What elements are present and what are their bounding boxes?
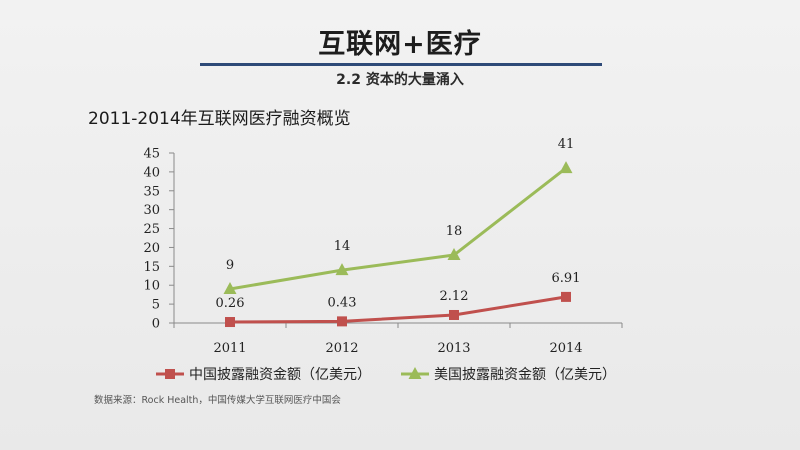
chart-series: 0.26 0.43 2.12 6.91 9 14 18 41 bbox=[216, 137, 581, 328]
chart-legend: 中国披露融资金额（亿美元） 美国披露融资金额（亿美元） bbox=[156, 367, 616, 383]
data-label: 6.91 bbox=[552, 271, 581, 286]
y-tick-label: 40 bbox=[143, 165, 160, 180]
data-point bbox=[561, 291, 571, 302]
data-label: 2.12 bbox=[440, 289, 469, 304]
x-tick-label: 2011 bbox=[213, 341, 246, 356]
data-point bbox=[449, 309, 459, 320]
series-line bbox=[229, 166, 567, 291]
y-tick-label: 20 bbox=[143, 241, 160, 256]
series-china: 0.26 0.43 2.12 6.91 bbox=[216, 271, 581, 328]
data-point bbox=[223, 282, 237, 294]
title-underline bbox=[200, 63, 602, 66]
series-line bbox=[229, 295, 567, 324]
data-label: 14 bbox=[334, 239, 351, 254]
data-source-note: 数据来源：Rock Health，中国传媒大学互联网医疗中国会 bbox=[94, 395, 341, 406]
x-tick-label: 2013 bbox=[437, 341, 470, 356]
y-tick-label: 25 bbox=[143, 222, 160, 237]
y-tick-labels: 0 5 10 15 20 25 30 35 40 45 bbox=[143, 147, 174, 332]
data-point bbox=[337, 316, 347, 327]
series-usa: 9 14 18 41 bbox=[223, 137, 575, 294]
y-tick-label: 0 bbox=[152, 317, 160, 332]
y-tick-label: 45 bbox=[143, 147, 160, 162]
x-tick-label: 2012 bbox=[325, 341, 358, 356]
y-tick-label: 5 bbox=[152, 298, 160, 313]
data-label: 0.26 bbox=[216, 296, 245, 311]
data-point bbox=[335, 263, 349, 276]
x-tick-label: 2014 bbox=[549, 341, 582, 356]
legend-item: 美国披露融资金额（亿美元） bbox=[401, 367, 616, 383]
y-tick-label: 35 bbox=[143, 184, 160, 199]
chart-title: 2011-2014年互联网医疗融资概览 bbox=[88, 109, 351, 129]
legend-label: 美国披露融资金额（亿美元） bbox=[434, 367, 616, 383]
legend-marker bbox=[165, 369, 175, 379]
data-label: 0.43 bbox=[328, 295, 357, 310]
data-label: 9 bbox=[226, 258, 234, 273]
legend-label: 中国披露融资金额（亿美元） bbox=[189, 367, 371, 383]
y-tick-label: 15 bbox=[143, 260, 160, 275]
slide-subtitle: 2.2 资本的大量涌入 bbox=[336, 72, 464, 88]
slide-title: 互联网+医疗 bbox=[318, 29, 482, 60]
data-point bbox=[225, 317, 235, 328]
legend-marker bbox=[408, 367, 422, 379]
x-tick-labels: 2011 2012 2013 2014 bbox=[173, 323, 623, 356]
data-point bbox=[559, 161, 573, 174]
data-point bbox=[447, 248, 461, 260]
data-label: 18 bbox=[446, 224, 463, 239]
y-tick-label: 30 bbox=[143, 203, 160, 218]
data-label: 41 bbox=[558, 137, 575, 152]
y-tick-label: 10 bbox=[143, 279, 160, 294]
legend-item: 中国披露融资金额（亿美元） bbox=[156, 367, 371, 383]
